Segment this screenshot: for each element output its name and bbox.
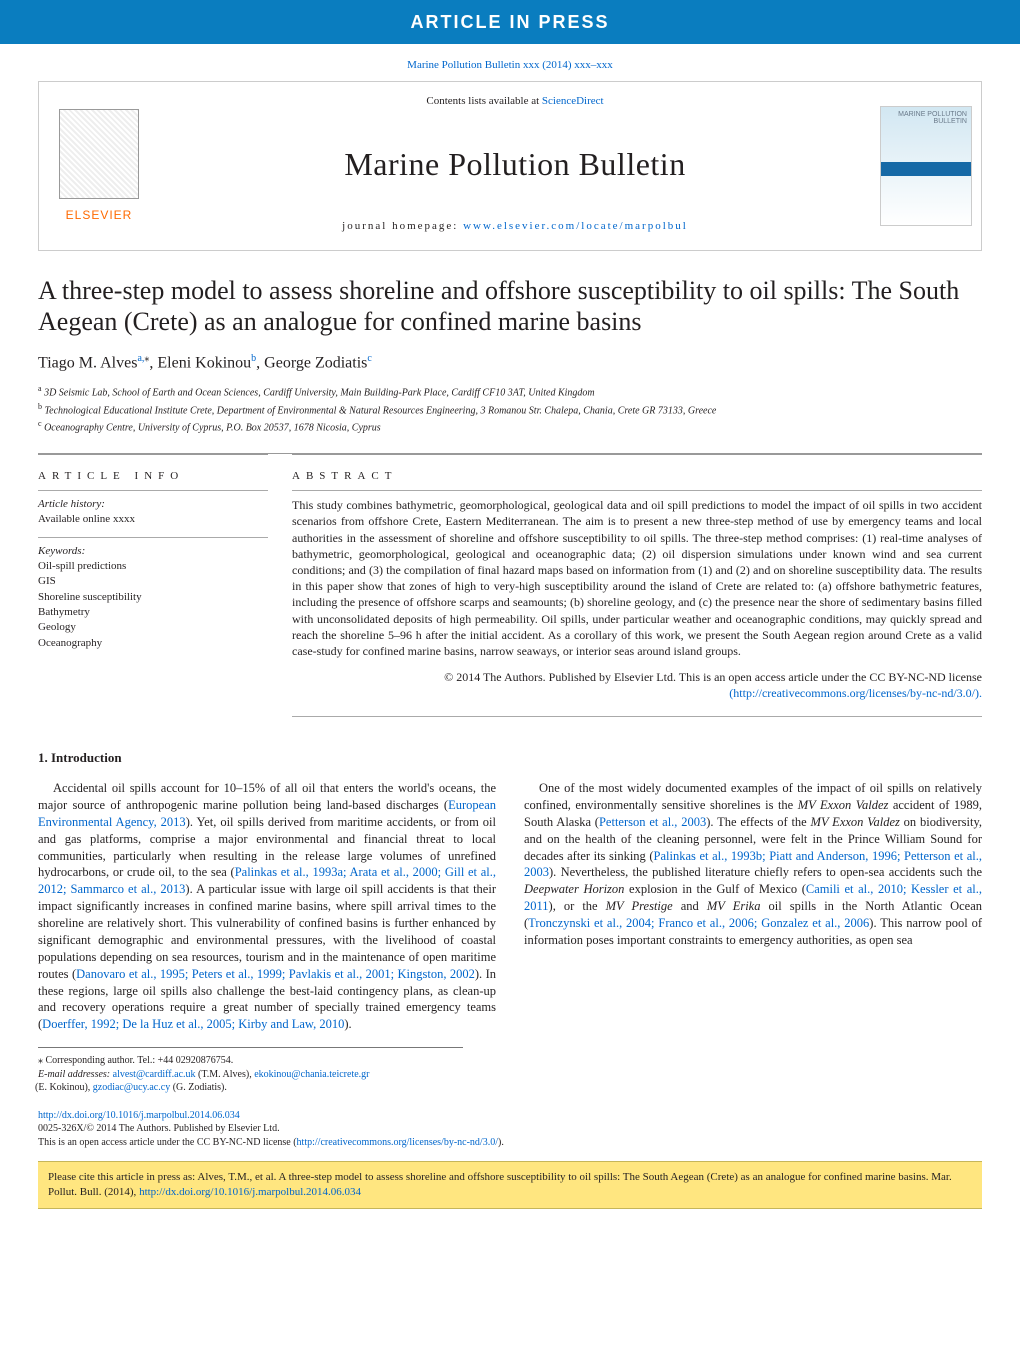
corr-line-1: ⁎ Corresponding author. Tel.: +44 029208… <box>38 1054 463 1068</box>
cover-image: MARINE POLLUTION BULLETIN <box>880 106 972 226</box>
info-abstract-row: ARTICLE INFO Article history: Available … <box>38 469 982 722</box>
authors-line: Tiago M. Alvesa,⁎, Eleni Kokinoub, Georg… <box>38 352 982 374</box>
homepage-prefix: journal homepage: <box>342 220 463 232</box>
ab-rule <box>292 490 982 491</box>
vessel-name: MV Erika <box>707 899 761 913</box>
contents-prefix: Contents lists available at <box>426 95 541 107</box>
email-link[interactable]: gzodiac@ucy.ac.cy <box>93 1082 170 1093</box>
journal-name: Marine Pollution Bulletin <box>344 143 685 186</box>
p2-text-h: and <box>673 899 707 913</box>
p2-text-g: ), or the <box>549 899 606 913</box>
doi-block: http://dx.doi.org/10.1016/j.marpolbul.20… <box>38 1109 982 1150</box>
keywords-label: Keywords: <box>38 544 268 559</box>
p1-text-e: ). <box>344 1017 351 1031</box>
article-info: ARTICLE INFO Article history: Available … <box>38 469 268 722</box>
vessel-name: MV Exxon Valdez <box>811 815 900 829</box>
affiliation-a-text: 3D Seismic Lab, School of Earth and Ocea… <box>44 388 595 399</box>
author-sep-2: , <box>256 354 264 371</box>
elsevier-tree-icon <box>59 109 139 199</box>
email-link[interactable]: alvest@cardiff.ac.uk <box>113 1069 196 1080</box>
ref-link[interactable]: Doerffer, 1992; De la Huz et al., 2005; … <box>42 1017 344 1031</box>
citation-line: Marine Pollution Bulletin xxx (2014) xxx… <box>0 44 1020 81</box>
ref-link[interactable]: Tronczynski et al., 2004; Franco et al.,… <box>528 916 869 930</box>
journal-cover-thumb: MARINE POLLUTION BULLETIN <box>871 82 981 250</box>
abstract-heading: ABSTRACT <box>292 469 982 484</box>
affiliations: a 3D Seismic Lab, School of Earth and Oc… <box>38 383 982 435</box>
copyright-text: © 2014 The Authors. Published by Elsevie… <box>444 670 982 684</box>
doi-line-2: 0025-326X/© 2014 The Authors. Published … <box>38 1122 982 1136</box>
ai-rule1 <box>38 490 268 491</box>
email-who-3: (G. Zodiatis). <box>170 1082 227 1093</box>
keyword: Shoreline susceptibility <box>38 590 268 605</box>
doi-line3-pre: This is an open access article under the… <box>38 1137 297 1148</box>
paragraph-2: One of the most widely documented exampl… <box>524 780 982 949</box>
paper-title: A three-step model to assess shoreline a… <box>38 275 982 337</box>
license-link[interactable]: http://creativecommons.org/licenses/by-n… <box>297 1137 498 1148</box>
author-1-name: Tiago M. Alves <box>38 354 137 371</box>
corr-star: ⁎ <box>38 1055 43 1066</box>
author-3-aff: c <box>367 353 371 364</box>
homepage-line: journal homepage: www.elsevier.com/locat… <box>342 219 688 234</box>
cover-stripe <box>881 162 971 176</box>
doi-line3-post: ). <box>498 1137 504 1148</box>
header-center: Contents lists available at ScienceDirec… <box>159 82 871 250</box>
article-in-press-banner: ARTICLE IN PRESS <box>0 0 1020 44</box>
keyword: Oceanography <box>38 636 268 651</box>
abstract-license: © 2014 The Authors. Published by Elsevie… <box>292 669 982 701</box>
keyword: Geology <box>38 620 268 635</box>
affiliation-c-text: Oceanography Centre, University of Cypru… <box>44 422 381 433</box>
cover-title-text: MARINE POLLUTION BULLETIN <box>881 111 967 125</box>
corresponding-author-block: ⁎ Corresponding author. Tel.: +44 029208… <box>38 1047 463 1095</box>
journal-header-box: ELSEVIER Contents lists available at Sci… <box>38 81 982 251</box>
history-value: Available online xxxx <box>38 512 268 527</box>
corr-emails: E-mail addresses: alvest@cardiff.ac.uk (… <box>38 1068 463 1095</box>
doi-line-3: This is an open access article under the… <box>38 1136 982 1150</box>
paragraph-1: Accidental oil spills account for 10–15%… <box>38 780 496 1033</box>
keyword: GIS <box>38 574 268 589</box>
p2-text-e: ). Nevertheless, the published literatur… <box>549 865 982 879</box>
doi-link[interactable]: http://dx.doi.org/10.1016/j.marpolbul.20… <box>38 1110 240 1121</box>
corr-text: Corresponding author. Tel.: +44 02920876… <box>46 1055 234 1066</box>
vessel-name: MV Exxon Valdez <box>798 798 889 812</box>
article-history: Article history: Available online xxxx <box>38 497 268 527</box>
author-2-name: Eleni Kokinou <box>157 354 251 371</box>
vessel-name: MV Prestige <box>606 899 673 913</box>
affiliation-a: a 3D Seismic Lab, School of Earth and Oc… <box>38 383 982 400</box>
keyword: Bathymetry <box>38 605 268 620</box>
p2-text-f: explosion in the Gulf of Mexico ( <box>624 882 805 896</box>
keywords-section: Keywords: Oil-spill predictions GIS Shor… <box>38 544 268 651</box>
abstract-text: This study combines bathymetric, geomorp… <box>292 497 982 659</box>
p2-text-c: ). The effects of the <box>706 815 810 829</box>
abstract: ABSTRACT This study combines bathymetric… <box>292 469 982 722</box>
email-label: E-mail addresses: <box>38 1069 113 1080</box>
cite-footer: Please cite this article in press as: Al… <box>38 1161 982 1209</box>
email-who-2: (E. Kokinou), <box>35 1082 93 1093</box>
author-3-name: George Zodiatis <box>264 354 367 371</box>
elsevier-logo-block: ELSEVIER <box>39 82 159 250</box>
ref-link[interactable]: Petterson et al., 2003 <box>599 815 706 829</box>
ab-rule2 <box>292 716 982 717</box>
ai-rule2 <box>38 537 268 538</box>
email-link[interactable]: ekokinou@chania.teicrete.gr <box>254 1069 369 1080</box>
affiliation-b: b Technological Educational Institute Cr… <box>38 401 982 418</box>
affiliation-c: c Oceanography Centre, University of Cyp… <box>38 418 982 435</box>
license-link[interactable]: (http://creativecommons.org/licenses/by-… <box>729 686 982 700</box>
homepage-link[interactable]: www.elsevier.com/locate/marpolbul <box>463 220 688 232</box>
article-info-heading: ARTICLE INFO <box>38 469 268 484</box>
elsevier-wordmark: ELSEVIER <box>66 207 133 223</box>
contents-line: Contents lists available at ScienceDirec… <box>426 94 603 109</box>
ref-link[interactable]: Danovaro et al., 1995; Peters et al., 19… <box>76 967 475 981</box>
cite-footer-link[interactable]: http://dx.doi.org/10.1016/j.marpolbul.20… <box>139 1186 361 1198</box>
citation-link[interactable]: Marine Pollution Bulletin xxx (2014) xxx… <box>407 59 613 71</box>
history-label: Article history: <box>38 497 268 512</box>
affiliation-b-text: Technological Educational Institute Cret… <box>45 405 717 416</box>
p1-text-a: Accidental oil spills account for 10–15%… <box>38 781 496 812</box>
section-heading-intro: 1. Introduction <box>38 749 982 767</box>
keywords-list: Oil-spill predictions GIS Shoreline susc… <box>38 559 268 651</box>
body-columns: Accidental oil spills account for 10–15%… <box>38 780 982 1033</box>
keyword: Oil-spill predictions <box>38 559 268 574</box>
vessel-name: Deepwater Horizon <box>524 882 624 896</box>
sciencedirect-link[interactable]: ScienceDirect <box>542 95 604 107</box>
email-who-1: (T.M. Alves), <box>196 1069 255 1080</box>
